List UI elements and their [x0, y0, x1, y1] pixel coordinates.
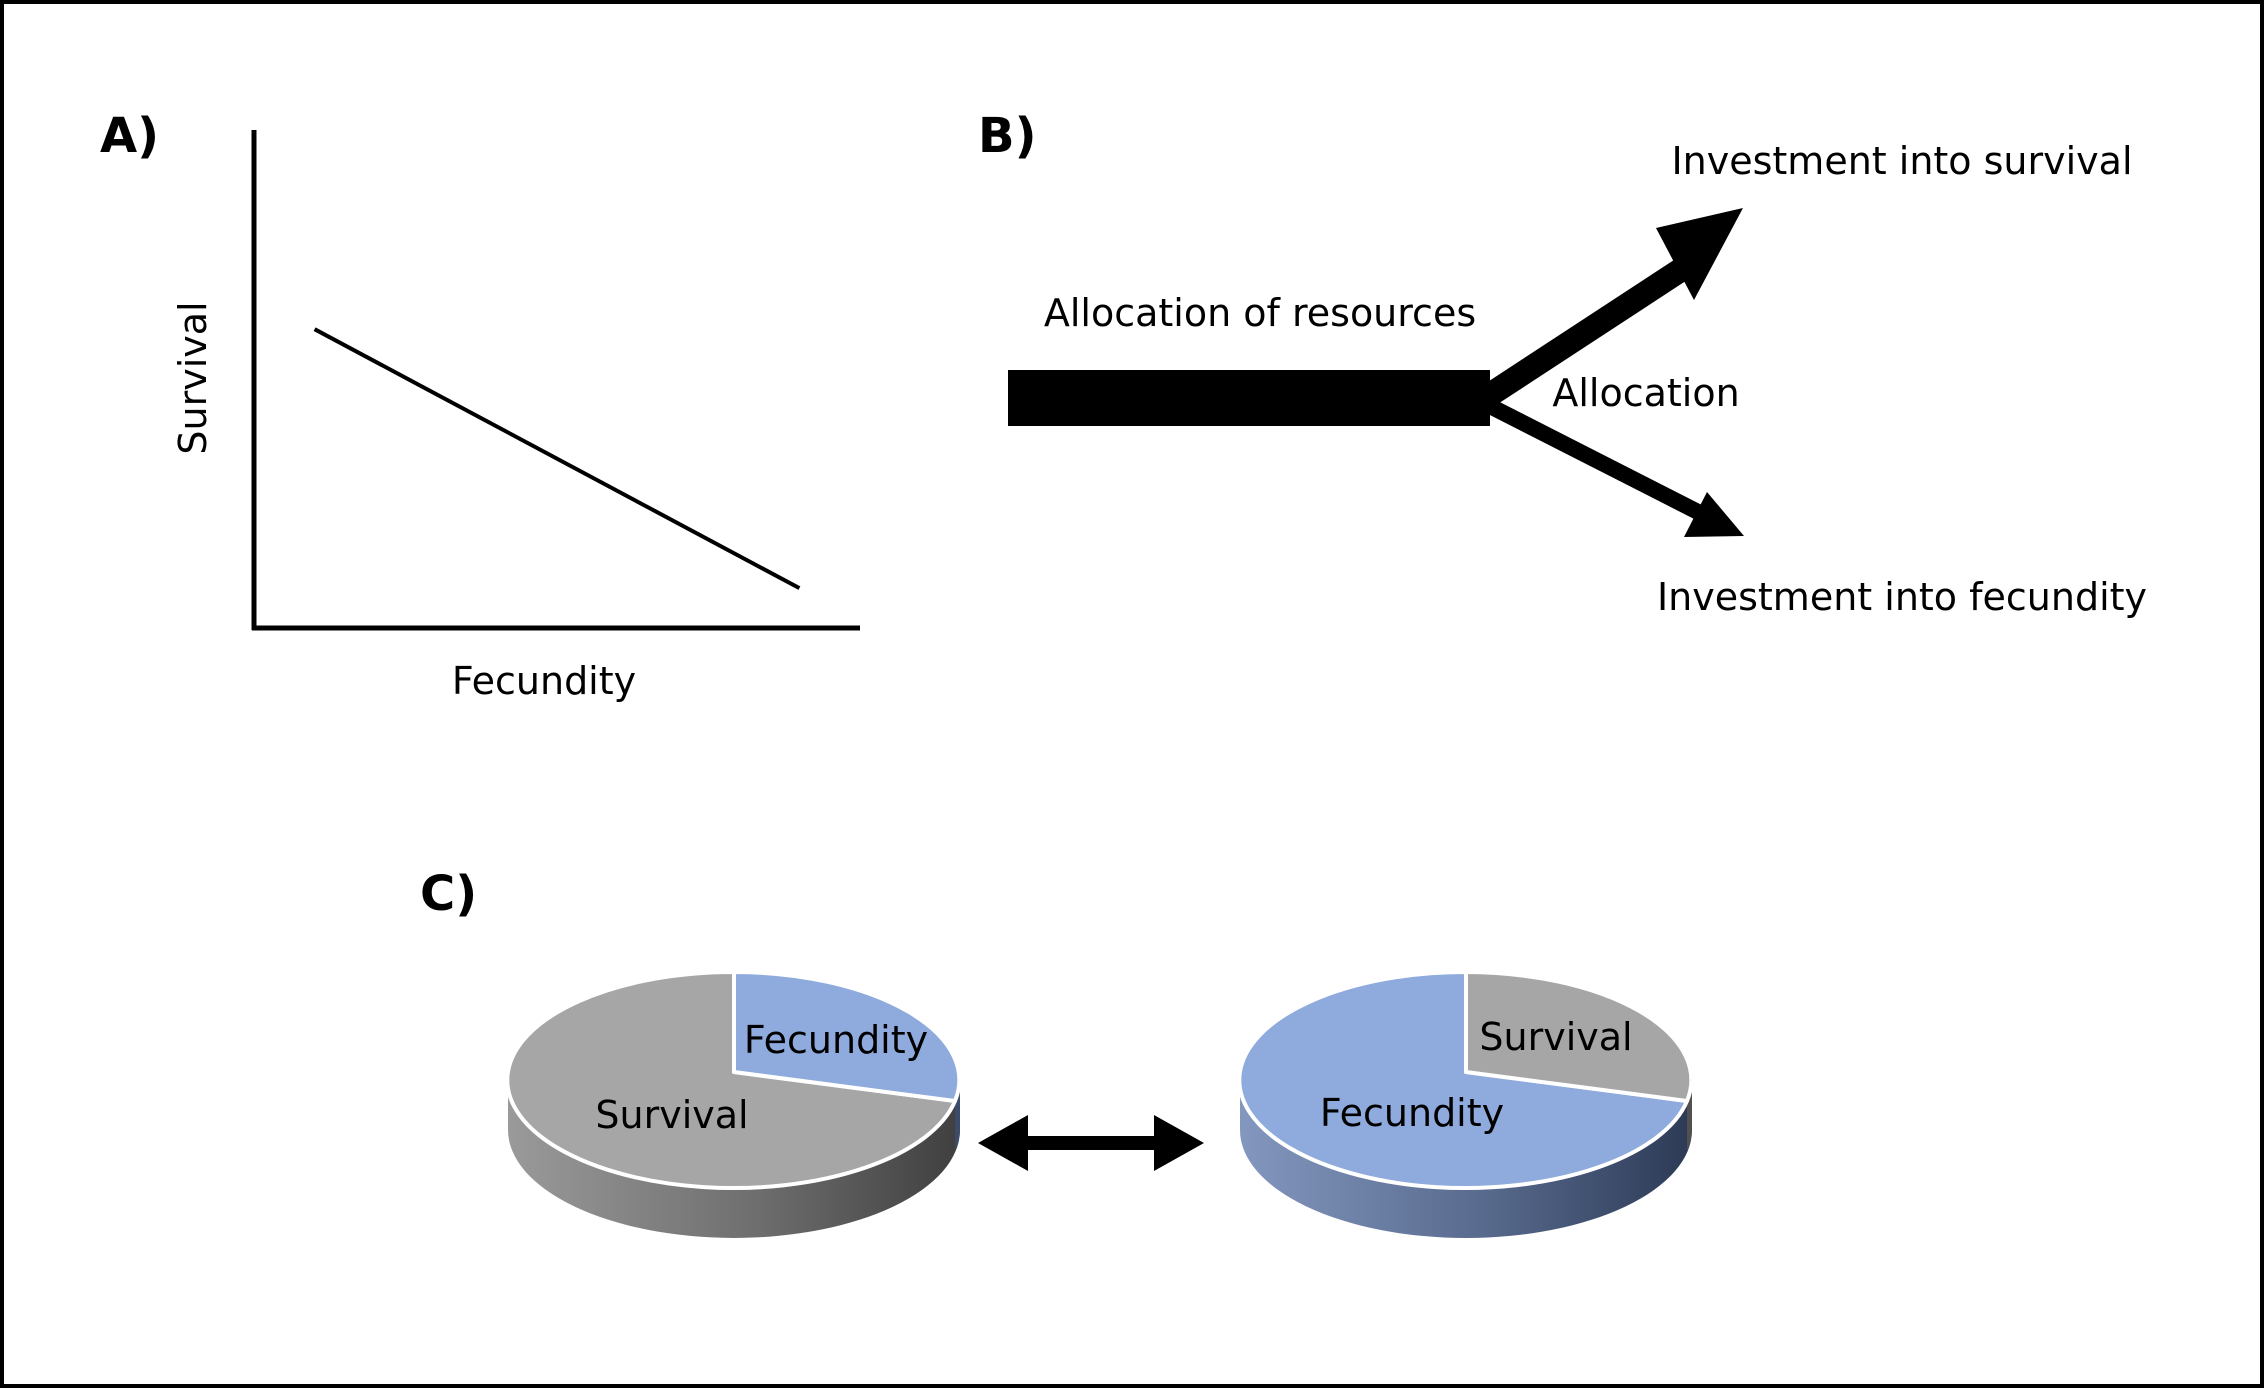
- investment-fecundity-label: Investment into fecundity: [1657, 575, 2147, 619]
- panel-b: B) Allocation of resources Allocation In…: [978, 108, 2147, 619]
- right-pie-fecundity-label: Fecundity: [1320, 1091, 1504, 1135]
- investment-survival-label: Investment into survival: [1671, 139, 2132, 183]
- double-arrow-right-head: [1154, 1115, 1204, 1171]
- panel-a-plot: [251, 130, 860, 631]
- left-pie-survival-label: Survival: [595, 1093, 748, 1137]
- double-arrow: [978, 1115, 1204, 1171]
- right-pie-slice-fecundity: [1237, 969, 1689, 1190]
- left-pie-fecundity-side: [955, 1080, 960, 1151]
- trade-off-line: [313, 327, 801, 590]
- fecundity-arrow-head: [1684, 492, 1744, 537]
- right-pie-side: [1240, 1080, 1692, 1238]
- survival-arrow-head: [1656, 208, 1743, 300]
- fecundity-branch-shaft: [1478, 394, 1702, 520]
- right-pie: Survival Fecundity: [1237, 969, 1694, 1238]
- right-pie-slice-survival: [1464, 970, 1694, 1103]
- double-arrow-shaft: [1018, 1136, 1164, 1150]
- left-pie-slice-fecundity: [732, 970, 962, 1103]
- survival-branch-shaft: [1475, 245, 1709, 411]
- panel-a-x-axis-label: Fecundity: [452, 659, 636, 703]
- right-pie-survival-side: [1687, 1080, 1692, 1151]
- panel-b-letter: B): [978, 108, 1037, 164]
- panel-a-letter: A): [100, 108, 159, 164]
- double-arrow-left-head: [978, 1115, 1028, 1171]
- panel-c-letter: C): [420, 866, 477, 922]
- left-pie-fecundity-label: Fecundity: [744, 1018, 928, 1062]
- left-pie: Fecundity Survival: [505, 969, 962, 1238]
- resource-bar: [1008, 370, 1490, 426]
- left-pie-side: [508, 1080, 960, 1238]
- allocation-of-resources-label: Allocation of resources: [1044, 291, 1476, 335]
- allocation-label: Allocation: [1552, 371, 1739, 415]
- panel-a: A) Fecundity Survival: [100, 108, 860, 703]
- right-pie-survival-label: Survival: [1479, 1015, 1632, 1059]
- left-pie-slice-survival: [505, 969, 957, 1190]
- panel-c: C) Fecundity Survival Survival Fecundity: [420, 866, 1694, 1238]
- panel-a-y-axis-label: Survival: [171, 301, 215, 454]
